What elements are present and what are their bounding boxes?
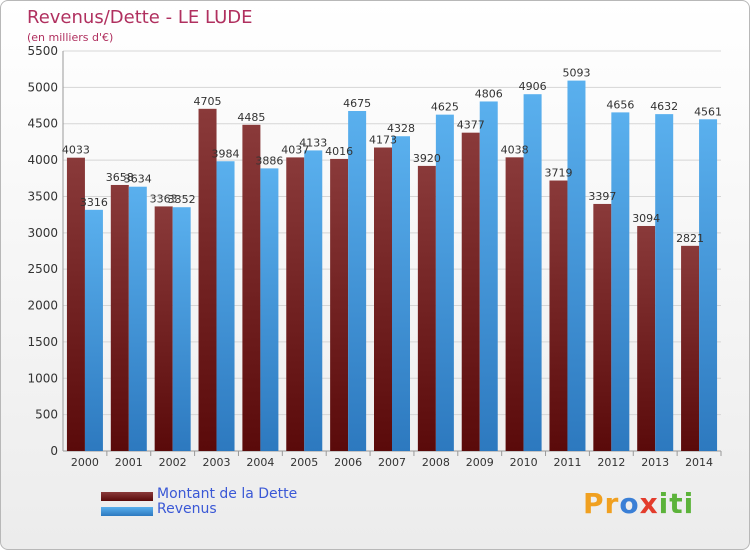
bar-dette — [66, 157, 85, 451]
bar-dette — [417, 165, 436, 451]
data-label-dette: 3363 — [150, 192, 178, 205]
y-tick-label: 500 — [35, 408, 58, 422]
bar-dette — [593, 203, 612, 451]
data-label-dette: 4037 — [281, 143, 309, 156]
bar-revenus — [479, 101, 498, 452]
data-label-revenus: 3984 — [212, 147, 240, 160]
y-tick-label: 5000 — [27, 80, 58, 94]
data-label-revenus: 4625 — [431, 101, 459, 114]
legend-swatch-revenus — [101, 507, 153, 516]
y-tick-label: 2000 — [27, 299, 58, 313]
data-label-dette: 4016 — [325, 145, 353, 158]
x-tick-label: 2000 — [71, 456, 99, 469]
bar-dette — [505, 157, 524, 451]
y-tick-label: 4000 — [27, 153, 58, 167]
data-label-dette: 4377 — [457, 119, 485, 132]
bar-dette — [549, 180, 568, 451]
bar-revenus — [435, 114, 454, 452]
data-label-revenus: 4806 — [475, 87, 503, 100]
bar-revenus — [84, 209, 103, 451]
legend-label-dette: Montant de la Dette — [157, 486, 298, 502]
y-tick-label: 5500 — [27, 44, 58, 58]
bar-revenus — [348, 111, 367, 451]
x-tick-label: 2003 — [203, 456, 231, 469]
bar-revenus — [260, 168, 279, 451]
data-label-revenus: 3316 — [80, 196, 108, 209]
x-tick-label: 2001 — [115, 456, 143, 469]
data-label-dette: 3094 — [632, 212, 660, 225]
data-label-revenus: 3634 — [124, 173, 152, 186]
legend-swatch-dette — [101, 492, 153, 501]
bar-revenus — [304, 150, 323, 451]
x-tick-label: 2007 — [378, 456, 406, 469]
data-label-dette: 3719 — [544, 167, 572, 180]
data-label-dette: 3920 — [413, 152, 441, 165]
data-label-dette: 4033 — [62, 144, 90, 157]
data-label-revenus: 3352 — [168, 193, 196, 206]
chart-title: Revenus/Dette - LE LUDE — [27, 7, 253, 28]
data-label-revenus: 4906 — [519, 80, 547, 93]
data-label-dette: 4705 — [194, 95, 222, 108]
x-tick-label: 2013 — [641, 456, 669, 469]
bar-revenus — [523, 94, 542, 451]
x-tick-label: 2014 — [685, 456, 713, 469]
data-label-dette: 4038 — [501, 143, 529, 156]
data-label-revenus: 4328 — [387, 122, 415, 135]
data-label-revenus: 4133 — [299, 136, 327, 149]
data-label-dette: 2821 — [676, 232, 704, 245]
bar-revenus — [611, 112, 630, 451]
x-tick-label: 2009 — [466, 456, 494, 469]
bar-revenus — [655, 114, 674, 452]
data-label-revenus: 5093 — [562, 67, 590, 80]
chart-subtitle: (en milliers d'€) — [27, 31, 114, 44]
data-label-revenus: 4561 — [694, 105, 722, 118]
x-tick-label: 2010 — [510, 456, 538, 469]
y-tick-label: 1000 — [27, 371, 58, 385]
x-tick-label: 2012 — [597, 456, 625, 469]
bar-revenus — [699, 119, 718, 452]
bar-revenus — [172, 207, 191, 451]
data-label-dette: 4485 — [237, 111, 265, 124]
y-tick-label: 3500 — [27, 189, 58, 203]
x-tick-label: 2004 — [246, 456, 274, 469]
x-tick-label: 2011 — [553, 456, 581, 469]
x-tick-label: 2002 — [159, 456, 187, 469]
axes: 0 500 1000 1500 2000 2500 3000 3500 4000 4500 5000… — [27, 44, 722, 469]
y-tick-label: 1500 — [27, 335, 58, 349]
bar-dette — [110, 184, 129, 452]
bar-revenus — [128, 186, 147, 451]
bar-revenus — [392, 136, 410, 451]
y-tick-label: 2500 — [27, 262, 58, 276]
data-label-revenus: 4656 — [606, 98, 634, 111]
bar-dette — [461, 132, 480, 451]
data-label-dette: 3658 — [106, 171, 134, 184]
bar-dette — [286, 157, 305, 451]
data-label-revenus: 4632 — [650, 100, 678, 113]
proxiti-logo: Proxiti — [583, 487, 695, 520]
bars — [66, 80, 718, 452]
bar-dette — [330, 158, 349, 451]
bar-dette — [681, 245, 700, 451]
data-label-revenus: 4675 — [343, 97, 371, 110]
data-label-dette: 4173 — [369, 134, 397, 147]
x-tick-label: 2006 — [334, 456, 362, 469]
bar-revenus — [216, 161, 235, 451]
data-label-dette: 3397 — [588, 190, 616, 203]
legend-label-revenus: Revenus — [157, 501, 217, 517]
data-label-revenus: 3886 — [255, 154, 283, 167]
bar-dette — [637, 225, 656, 451]
x-tick-label: 2005 — [290, 456, 318, 469]
bar-dette — [198, 108, 217, 452]
y-tick-label: 3000 — [27, 226, 58, 240]
x-tick-label: 2008 — [422, 456, 450, 469]
bar-dette — [374, 147, 392, 451]
y-tick-label: 4500 — [27, 117, 58, 131]
bar-dette — [242, 124, 261, 452]
y-tick-label: 0 — [50, 444, 58, 458]
bar-dette — [154, 206, 173, 451]
bar-revenus — [567, 80, 586, 451]
